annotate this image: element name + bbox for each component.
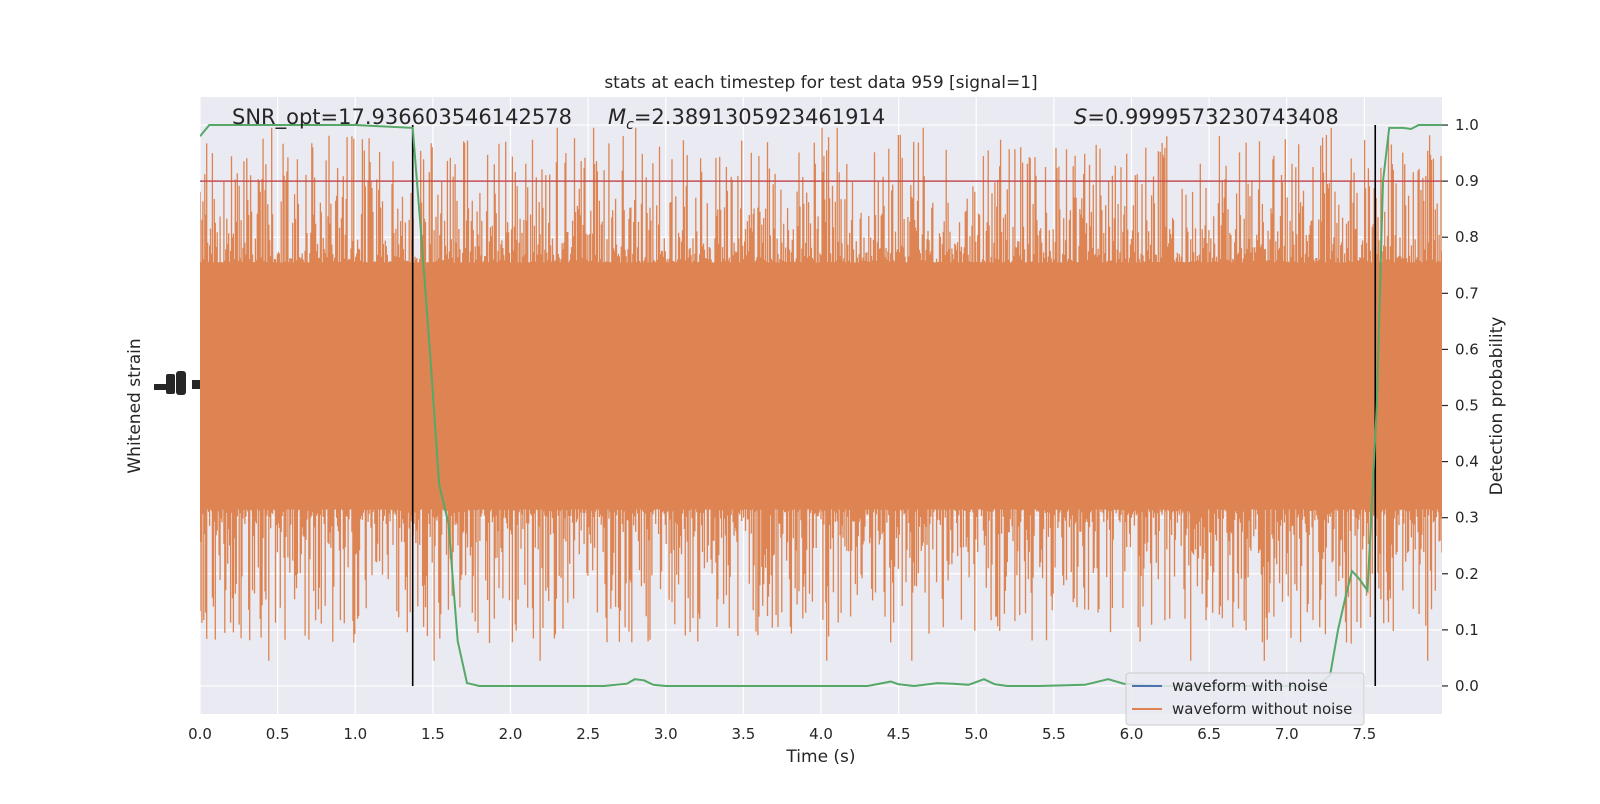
x-tick-label: 2.5 [576,725,600,743]
chart-title: stats at each timestep for test data 959… [604,73,1037,93]
snr-annotation: SNR_opt=17.936603546142578 [232,105,572,130]
x-tick-label: 6.5 [1197,725,1221,743]
x-tick-label: 5.0 [964,725,988,743]
x-axis-label: Time (s) [785,747,855,767]
y-tick-label: 0.5 [1455,397,1479,415]
x-tick-label: 5.5 [1042,725,1066,743]
chirp-mass-symbol: M [608,105,626,129]
y-tick-labels: 0.0 0.1 0.2 0.3 0.4 0.5 0.6 0.7 0.8 0.9 1.0 [1442,116,1479,695]
waveform-spikes [200,127,1442,661]
x-tick-labels: 0.0 0.5 1.0 1.5 2.0 2.5 3.0 3.5 4.0 4.5 5.0 5.5 6.0 6… [188,725,1376,743]
y-tick-label: 0.2 [1455,565,1479,583]
x-tick-label: 7.5 [1352,725,1376,743]
detection-probability-series [200,124,1442,688]
y-tick-label: 0.3 [1455,509,1479,527]
legend-label-without-noise: waveform without noise [1172,700,1352,718]
legend: waveform with noise waveform without noi… [1125,672,1365,726]
y-tick-label: 0.9 [1455,172,1479,190]
chirp-mass-subscript: c [626,117,634,133]
score-value: =0.9999573230743408 [1087,105,1338,129]
score-annotation: S=0.9999573230743408 [1074,105,1339,129]
x-tick-label: 0.5 [266,725,290,743]
y-axis-label-right: Detection probability [1487,317,1507,496]
x-tick-label: 4.5 [887,725,911,743]
chirp-mass-annotation: Mc=2.3891305923461914 [608,105,885,133]
x-tick-label: 0.0 [188,725,212,743]
y-axis-label-left: Whitened strain [125,338,145,473]
y-tick-label: 0.7 [1455,284,1479,302]
chirp-mass-value: =2.3891305923461914 [634,105,885,129]
x-tick-label: 3.5 [731,725,755,743]
y-tick-label: 0.8 [1455,228,1479,246]
y-tick-label: 0.1 [1455,621,1479,639]
y-tick-label: 0.0 [1455,677,1479,695]
y-tick-label: 1.0 [1455,116,1479,134]
score-symbol: S [1074,105,1087,129]
y-tick-label: 0.6 [1455,340,1479,358]
x-tick-label: 4.0 [809,725,833,743]
legend-box [1125,672,1365,726]
x-tick-label: 3.0 [654,725,678,743]
x-tick-label: 1.0 [343,725,367,743]
legend-label-with-noise: waveform with noise [1172,677,1328,695]
left-axis-tick-cluster [154,371,200,395]
event-boundary-lines [411,125,1377,686]
y-tick-label: 0.4 [1455,453,1479,471]
x-tick-label: 2.0 [499,725,523,743]
x-tick-label: 1.5 [421,725,445,743]
waveform-without-noise-series [200,127,1442,661]
x-tick-label: 7.0 [1275,725,1299,743]
x-tick-label: 6.0 [1120,725,1144,743]
